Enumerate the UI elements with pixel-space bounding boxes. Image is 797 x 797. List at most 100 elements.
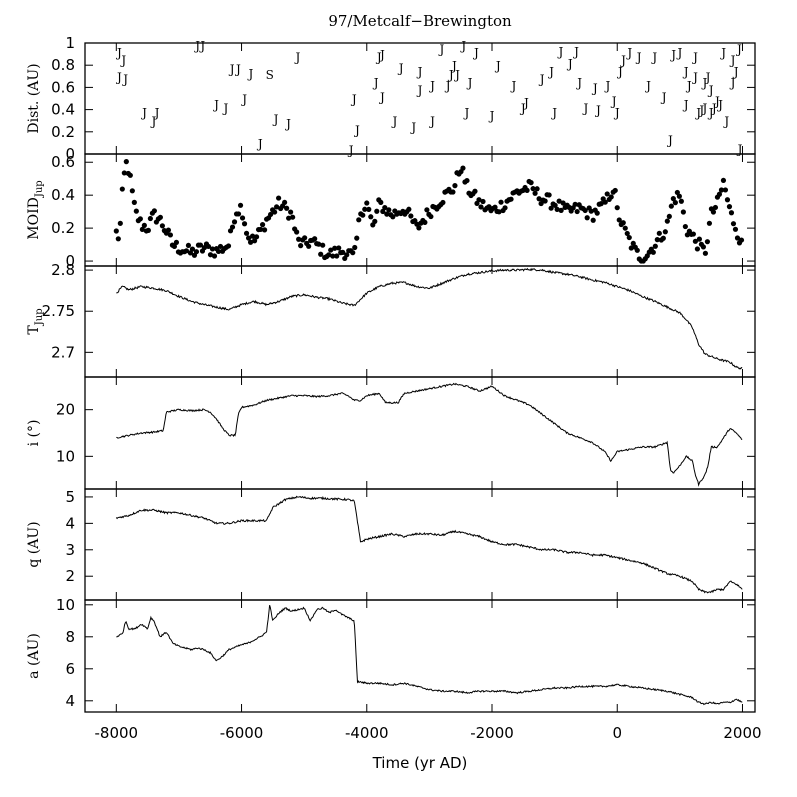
moid-point <box>502 205 508 211</box>
panel-frame <box>84 265 756 378</box>
moid-point <box>496 209 502 215</box>
jupiter-encounter-mark: J <box>375 50 382 64</box>
moid-point <box>276 195 282 201</box>
jupiter-encounter-mark: J <box>566 57 573 71</box>
moid-point <box>720 177 727 184</box>
moid-point <box>251 238 258 244</box>
moid-point <box>137 216 143 222</box>
jupiter-encounter-mark: J <box>594 104 601 118</box>
moid-point <box>286 215 292 221</box>
moid-point <box>738 237 745 243</box>
moid-point <box>528 180 534 186</box>
y-tick-label: 3 <box>65 541 75 559</box>
moid-point <box>261 227 268 233</box>
jupiter-encounter-mark: J <box>519 101 526 115</box>
moid-point <box>692 238 698 244</box>
moid-point <box>171 243 178 250</box>
moid-point <box>316 241 322 247</box>
y-axis-title-subscript: Jup <box>34 308 45 326</box>
moid-point <box>628 245 634 251</box>
moid-point <box>121 170 127 176</box>
y-tick-label: 0.8 <box>51 56 75 74</box>
moid-point <box>548 205 554 211</box>
panel-incl: 10 20 i (°) <box>26 376 756 490</box>
moid-point <box>478 204 484 210</box>
moid-point <box>296 236 302 242</box>
jupiter-encounter-mark: J <box>582 101 589 115</box>
y-axis-title: Dist. (AU) <box>26 63 42 133</box>
y-tick-label: 20 <box>56 401 75 419</box>
moid-point <box>380 208 386 215</box>
jupiter-encounter-mark: J <box>350 93 357 107</box>
jupiter-encounter-mark: J <box>212 98 219 112</box>
moid-point <box>406 206 412 212</box>
y-tick-label: 6 <box>65 660 75 678</box>
jupiter-encounter-mark: J <box>650 50 657 64</box>
x-axis-title: Time (yr AD) <box>372 754 468 772</box>
moid-point <box>344 252 350 258</box>
x-tick-label: -2000 <box>470 724 514 742</box>
moid-point <box>620 220 626 226</box>
moid-point <box>267 211 274 218</box>
jupiter-encounter-mark: J <box>736 142 743 156</box>
moid-point <box>390 214 396 220</box>
jupiter-encounter-mark: J <box>556 45 563 59</box>
moid-point <box>694 246 700 252</box>
jupiter-encounter-mark: J <box>619 54 626 68</box>
y-axis-title: TJup <box>26 308 45 334</box>
moid-point <box>127 172 133 178</box>
moid-point <box>542 198 548 204</box>
moid-point <box>215 248 222 255</box>
moid-point <box>734 235 741 241</box>
jupiter-encounter-mark: J <box>707 84 714 98</box>
moid-point <box>372 218 378 224</box>
jupiter-encounter-mark: J <box>198 39 205 53</box>
jupiter-encounter-mark: J <box>713 95 720 109</box>
jupiter-encounter-mark: J <box>701 101 708 115</box>
moid-point <box>350 250 356 256</box>
moid-point <box>119 186 125 192</box>
moid-point <box>678 198 684 204</box>
moid-point <box>712 204 719 211</box>
moid-point <box>700 244 707 250</box>
jupiter-encounter-mark: J <box>635 50 642 64</box>
x-tick-label: -8000 <box>95 724 139 742</box>
jupiter-encounter-mark: J <box>256 137 263 151</box>
jupiter-encounter-mark: J <box>284 117 291 131</box>
moid-point <box>552 202 558 208</box>
moid-point <box>131 199 137 205</box>
jupiter-encounter-mark: J <box>710 101 717 115</box>
moid-point <box>243 230 250 236</box>
moid-point <box>536 196 542 202</box>
moid-point <box>624 230 630 237</box>
moid-point <box>330 253 336 259</box>
jupiter-encounter-mark: J <box>416 65 423 79</box>
jupiter-encounter-mark: J <box>450 59 457 73</box>
moid-point <box>272 209 278 215</box>
moid-point <box>117 220 123 226</box>
moid-point <box>532 190 538 196</box>
moid-point <box>560 200 566 206</box>
moid-point <box>722 187 729 193</box>
jupiter-encounter-mark: J <box>353 124 360 138</box>
y-tick-label: 0.4 <box>51 101 75 119</box>
y-tick-label: 10 <box>56 447 75 465</box>
jupiter-encounter-mark: J <box>722 115 729 129</box>
moid-point <box>113 228 119 234</box>
moid-point <box>217 243 224 250</box>
jupiter-encounter-mark: J <box>729 76 736 90</box>
jupiter-encounter-mark: J <box>488 109 495 123</box>
y-tick-label: 0.2 <box>51 219 75 237</box>
moid-point <box>141 222 147 228</box>
jupiter-encounter-mark: J <box>616 65 623 79</box>
moid-point <box>239 215 246 221</box>
moid-point <box>237 202 244 208</box>
jupiter-encounter-mark: J <box>682 65 689 79</box>
moid-point <box>129 188 135 194</box>
jupiter-encounter-mark: J <box>447 68 454 82</box>
moid-point <box>622 225 628 231</box>
moid-point <box>167 232 174 238</box>
jupiter-encounter-mark: J <box>572 45 579 59</box>
panel-frame <box>84 599 756 713</box>
